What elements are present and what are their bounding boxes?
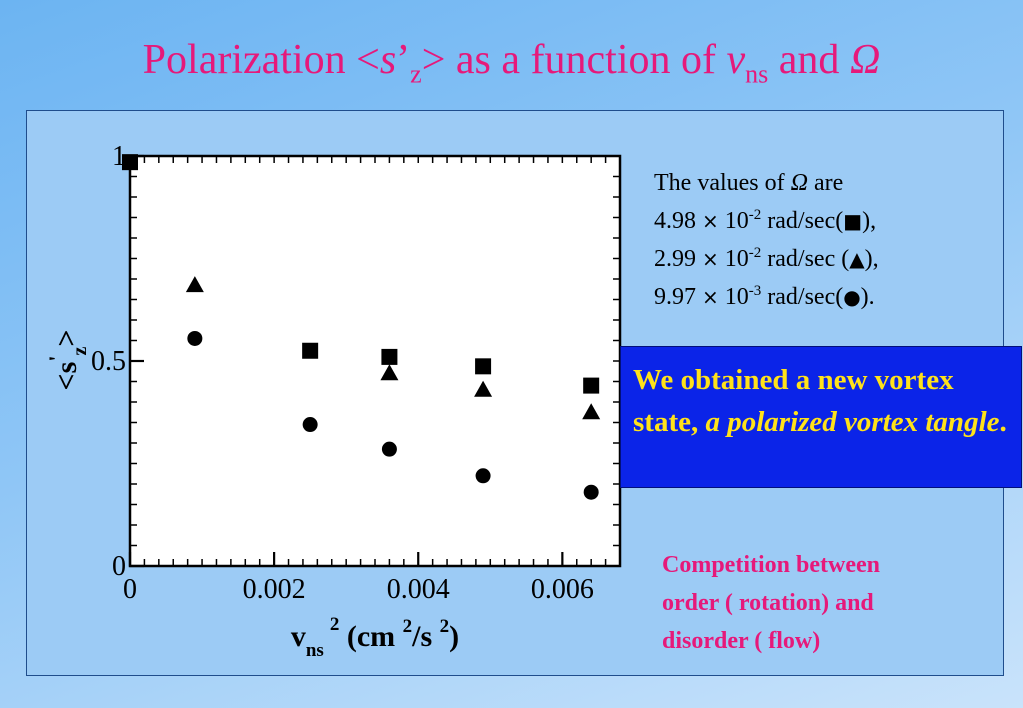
competition-note: Competition between order ( rotation) an… [662, 546, 992, 660]
square-marker [122, 154, 138, 171]
result-callout: We obtained a new vortex state, a polari… [620, 346, 1022, 488]
competition-line-2: order ( rotation) and [662, 590, 874, 616]
title-part-2: > as a function of [421, 37, 727, 83]
omega-line-2: 2.99 × 10-2 rad/sec (▲), [654, 245, 879, 273]
omega-intro: The values of Ω are [654, 170, 844, 196]
circle-marker [583, 484, 599, 500]
square-icon: ■ [843, 209, 863, 233]
title-part-ns: ns [745, 59, 769, 89]
circle-marker [187, 330, 203, 346]
x-tick-label: 0.004 [387, 574, 450, 605]
square-marker [302, 342, 319, 359]
x-tick-label: 0.002 [243, 574, 306, 605]
triangle-marker [380, 364, 399, 381]
square-marker [475, 358, 492, 375]
triangle-icon: ▲ [849, 247, 865, 271]
x-axis-label: vns2 (cm 2/s 2) [291, 614, 459, 661]
title-part-s: s [379, 37, 397, 83]
title-part-1: Polarization < [142, 37, 380, 83]
circle-marker [475, 468, 491, 484]
square-marker [381, 348, 398, 365]
triangle-marker [582, 403, 601, 420]
circle-icon: ● [843, 285, 861, 309]
omega-values-text: The values of Ω are 4.98 × 10-2 rad/sec(… [654, 164, 974, 316]
square-marker [583, 377, 600, 394]
triangle-marker [185, 276, 204, 293]
y-tick-labels: 00.51 [91, 141, 126, 582]
polarization-scatter-chart: 0 0.002 0.004 0.006 00.51 vns2 (cm 2/s 2) <… [44, 141, 622, 661]
plot-area [128, 154, 622, 568]
title-part-and: and [768, 37, 850, 83]
data-markers [122, 154, 601, 500]
title-part-v: v [726, 37, 746, 83]
x-tick-label: 0.006 [531, 574, 594, 605]
x-tick-labels: 0 0.002 0.004 0.006 [123, 574, 594, 605]
omega-line-3: 9.97 × 10-3 rad/sec(●). [654, 283, 875, 311]
y-axis-label: <s'z> [44, 330, 91, 391]
title-part-omega: Ω [849, 37, 881, 83]
slide-title: Polarization <s’z> as a function of vns … [0, 30, 1023, 104]
y-tick-label: 0 [112, 551, 126, 582]
circle-marker [302, 417, 318, 433]
competition-line-3: disorder ( flow) [662, 628, 821, 654]
y-tick-label: 0.5 [91, 346, 126, 377]
triangle-marker [474, 380, 493, 397]
circle-marker [381, 441, 397, 457]
competition-line-1: Competition between [662, 552, 880, 578]
x-tick-label: 0 [123, 574, 137, 605]
title-part-z: z [410, 59, 422, 89]
title-part-prime: ’ [396, 37, 411, 83]
omega-line-1: 4.98 × 10-2 rad/sec(■), [654, 207, 877, 235]
